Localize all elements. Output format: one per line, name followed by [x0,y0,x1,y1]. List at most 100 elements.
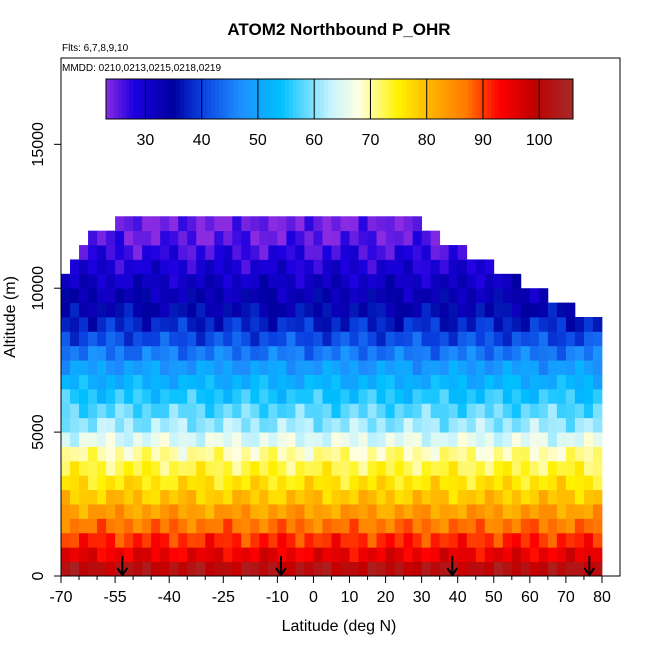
heatmap-cell [385,317,395,332]
heatmap-cell [448,518,459,534]
heatmap-cell [421,532,432,548]
heatmap-cell [259,518,269,534]
heatmap-cell [106,302,116,318]
heatmap-cell [529,518,540,534]
colorbar-segment [141,79,146,119]
heatmap-cell [61,432,71,447]
heatmap-cell [259,403,269,419]
heatmap-cell [412,317,423,332]
heatmap-cell [241,288,251,304]
colorbar-segment [207,79,212,119]
heatmap-cell [241,460,251,476]
heatmap-cell [430,230,441,246]
colorbar-segment [347,79,352,119]
heatmap-cell [286,561,296,577]
heatmap-cell [295,245,305,260]
heatmap-cell [250,547,260,563]
heatmap-cell [250,245,260,260]
heatmap-cell [259,374,269,390]
heatmap-cell [106,561,116,577]
colorbar-segment [234,79,239,119]
heatmap-cell [484,432,495,447]
flights-note: Flts: 6,7,8,9,10 [62,43,129,54]
heatmap-cell [322,532,332,548]
heatmap-cell [277,489,287,505]
heatmap-cell [205,475,215,491]
heatmap-cell [250,388,260,404]
heatmap-cell [529,288,540,304]
heatmap-cell [394,317,405,332]
dates-note: MMDD: 0210,0213,0215,0218,0219 [62,63,221,74]
colorbar-segment [510,79,516,119]
colorbar-segment [316,79,321,119]
heatmap-cell [133,547,143,563]
heatmap-cell [295,417,305,433]
heatmap-cell [295,216,305,232]
heatmap-cell [295,561,305,577]
heatmap-cell [340,360,350,375]
heatmap-cell [340,388,350,404]
heatmap-cell [358,374,368,390]
heatmap-cell [583,432,594,447]
colorbar-segment [288,79,294,119]
heatmap-cell [304,216,314,232]
heatmap-cell [295,489,305,505]
heatmap-cell [286,504,296,519]
heatmap-cell [322,446,332,462]
heatmap-cell [205,460,215,476]
heatmap-cell [394,345,405,361]
heatmap-cell [448,432,459,447]
heatmap-cell [349,547,359,563]
heatmap-cell [340,504,350,519]
heatmap-cell [61,374,71,390]
heatmap-cell [196,518,206,534]
heatmap-cell [358,273,368,289]
heatmap-cell [331,259,341,275]
heatmap-cell [349,288,359,304]
heatmap-cell [457,475,468,491]
heatmap-cell [385,403,395,419]
heatmap-cell [88,446,98,462]
heatmap-cell [115,460,125,476]
heatmap-cell [592,360,603,375]
heatmap-cell [340,216,350,232]
heatmap-cell [520,317,531,332]
heatmap-cell [583,475,594,491]
colorbar-segment [277,79,282,119]
heatmap-cell [439,259,450,275]
heatmap-cell [520,561,531,577]
heatmap-cell [304,388,314,404]
heatmap-cell [547,547,558,563]
heatmap-cell [70,547,80,563]
heatmap-cell [115,345,125,361]
heatmap-cell [403,302,414,318]
colorbar-segment [483,79,488,119]
colorbar-segment [534,79,539,119]
heatmap-cell [331,532,341,548]
heatmap-cell [223,230,233,246]
heatmap-cell [187,245,197,260]
heatmap-cell [214,345,224,361]
x-tick-label: -10 [266,589,289,606]
heatmap-cell [349,518,359,534]
heatmap-cell [340,561,350,577]
heatmap-cell [133,518,143,534]
heatmap-cell [313,518,323,534]
heatmap-cell [574,475,585,491]
heatmap-cell [196,489,206,505]
heatmap-cell [160,561,170,577]
heatmap-cell [322,547,332,563]
heatmap-cell [592,345,603,361]
colorbar-segment [117,79,123,119]
heatmap-cell [565,302,576,318]
heatmap-cell [529,547,540,563]
heatmap-cell [385,504,395,519]
heatmap-cell [313,561,323,577]
heatmap-cell [412,259,423,275]
colorbar-tick-label: 100 [526,132,553,149]
heatmap-cell [70,403,80,419]
heatmap-cell [367,273,377,289]
heatmap-cell [367,403,377,419]
heatmap-cell [349,216,359,232]
heatmap-cell [520,432,531,447]
